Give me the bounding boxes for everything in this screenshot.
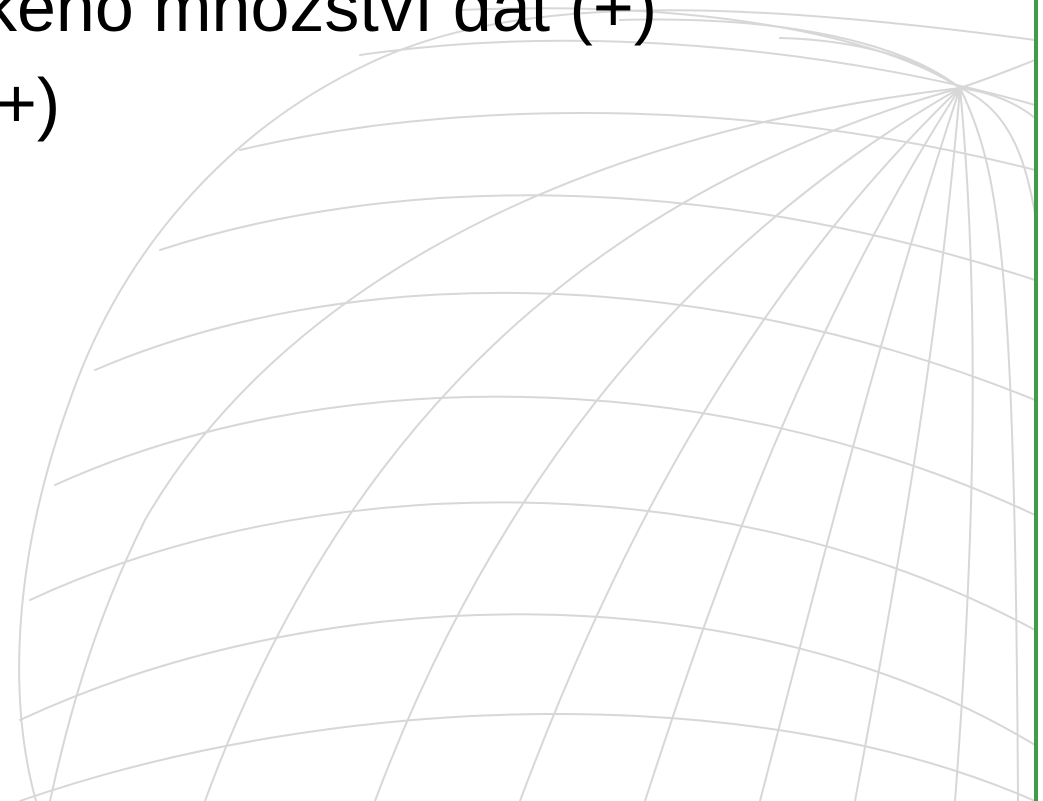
slide-text-line-2: +) bbox=[0, 64, 61, 142]
green-edge-bar bbox=[1034, 0, 1043, 801]
slide-text-line-1: keno množství dat (+) bbox=[0, 0, 658, 46]
